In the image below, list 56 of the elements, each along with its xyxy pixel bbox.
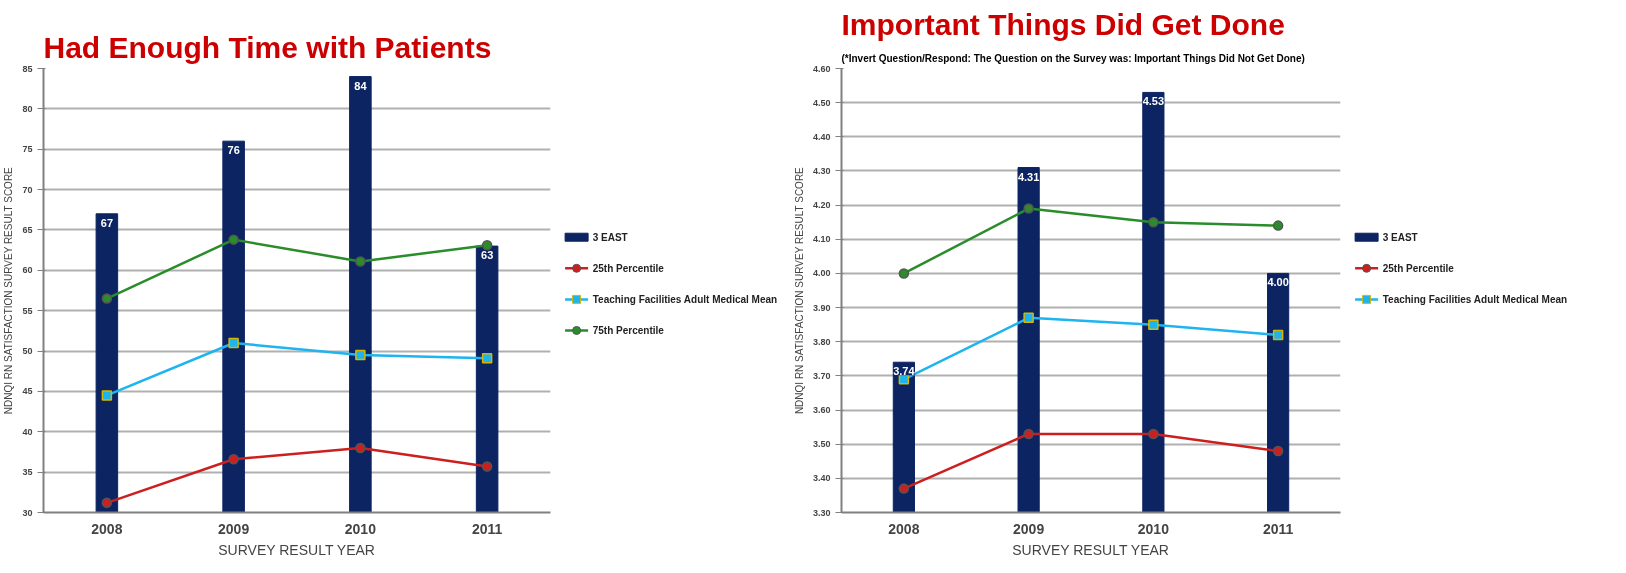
y-tick-label: 65 — [22, 224, 33, 235]
y-tick-label: 3.70 — [812, 370, 831, 381]
y-tick-label: 75 — [22, 144, 33, 155]
y-tick-label: 4.30 — [812, 165, 831, 176]
y-tick-label: 4.20 — [812, 200, 831, 211]
data-label: 84 — [354, 79, 368, 92]
y-tick-label: 3.60 — [812, 405, 831, 416]
x-tick-label: 2008 — [888, 520, 920, 537]
x-tick-label: 2009 — [218, 520, 250, 537]
y-tick-label: 40 — [22, 426, 33, 437]
data-label: 4.53 — [1142, 95, 1165, 108]
legend-label: Teaching Facilities Adult Medical Mean — [1382, 293, 1568, 305]
y-tick-label: 55 — [22, 305, 33, 316]
x-tick-label: 2009 — [1013, 520, 1045, 537]
chart-title: Had Enough Time with Patients — [43, 30, 492, 64]
data-label: 4.00 — [1267, 276, 1289, 289]
x-tick-label: 2008 — [91, 520, 123, 537]
data-label: 76 — [227, 144, 240, 157]
x-axis-title: SURVEY RESULT YEAR — [218, 541, 375, 558]
legend-label: 3 EAST — [1382, 231, 1418, 243]
x-tick-label: 2010 — [1137, 520, 1170, 537]
y-tick-label: 3.30 — [812, 507, 831, 518]
chart-subtitle: (*Invert Question/Respond: The Question on the Survey was: Important Things Did Not Get Done) — [841, 52, 1305, 64]
y-tick-label: 3.40 — [812, 473, 831, 484]
y-tick-label: 4.10 — [812, 234, 831, 245]
y-tick-label: 4.50 — [812, 97, 831, 108]
x-tick-label: 2010 — [344, 520, 377, 537]
y-axis-title: NDNQI RN SATISFACTION SURVEY RESULT SCORE — [3, 166, 15, 415]
y-tick-label: 85 — [22, 63, 33, 74]
x-axis-title: SURVEY RESULT YEAR — [1012, 541, 1169, 558]
y-tick-label: 35 — [22, 467, 33, 478]
x-tick-label: 2011 — [1262, 520, 1294, 537]
data-label: 4.31 — [1017, 170, 1040, 183]
chart-title: Important Things Did Get Done — [841, 7, 1285, 41]
y-tick-label: 3.90 — [812, 302, 831, 313]
y-tick-label: 30 — [22, 507, 33, 518]
y-tick-label: 4.00 — [812, 268, 831, 279]
data-label: 3.74 — [893, 365, 916, 378]
legend-label: 25th Percentile — [1382, 262, 1455, 274]
y-tick-label: 3.80 — [812, 336, 831, 347]
x-tick-label: 2011 — [471, 520, 503, 537]
y-axis-title: NDNQI RN SATISFACTION SURVEY RESULT SCORE — [793, 166, 805, 415]
data-label: 63 — [481, 249, 494, 262]
y-tick-label: 80 — [22, 103, 33, 114]
y-tick-label: 70 — [22, 184, 33, 195]
legend-label: 3 EAST — [592, 231, 628, 243]
legend-label: 25th Percentile — [592, 262, 665, 274]
y-tick-label: 45 — [22, 386, 33, 397]
y-tick-label: 4.40 — [812, 131, 831, 142]
legend-label: 75th Percentile — [592, 324, 665, 336]
y-tick-label: 50 — [22, 346, 33, 357]
y-tick-label: 60 — [22, 265, 33, 276]
legend-label: Teaching Facilities Adult Medical Mean — [592, 293, 778, 305]
y-tick-label: 3.50 — [812, 439, 831, 450]
data-label: 67 — [100, 216, 114, 229]
y-tick-label: 4.60 — [812, 63, 831, 74]
